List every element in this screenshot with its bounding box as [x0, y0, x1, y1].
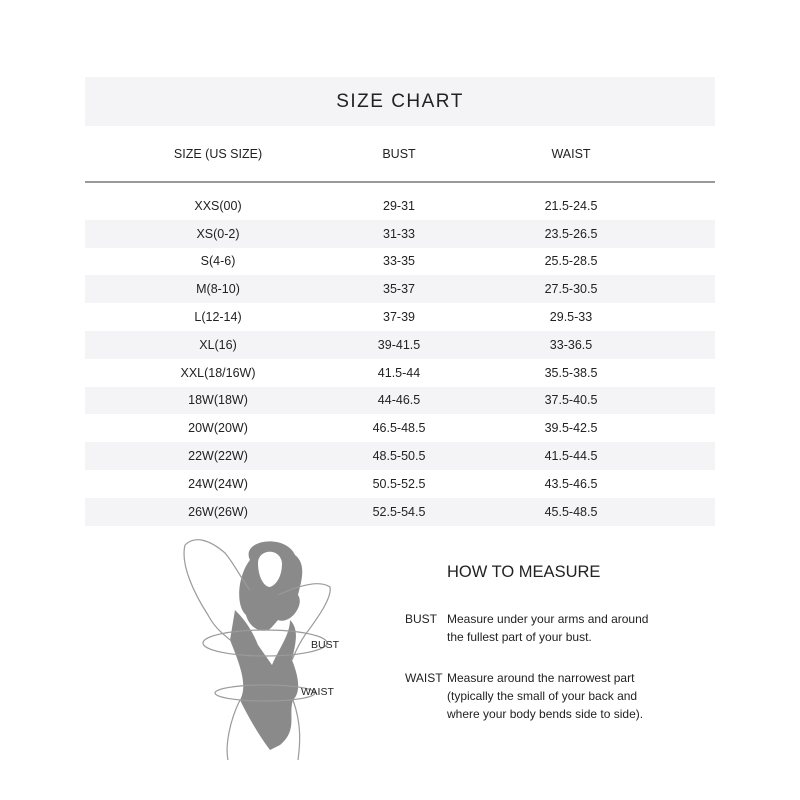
column-header-waist: WAIST	[551, 147, 591, 161]
bust-label: BUST	[311, 639, 340, 651]
size-table: XXS(00) 29-31 21.5-24.5 XS(0-2) 31-33 23.5-26…	[85, 192, 715, 526]
size-cell: 26W(26W)	[188, 504, 248, 519]
table-row: XL(16) 39-41.5 33-36.5	[85, 330, 715, 359]
bust-cell: 39-41.5	[377, 337, 421, 352]
size-chart-title-bar: SIZE CHART	[85, 77, 715, 126]
waist-cell: 39.5-42.5	[544, 421, 598, 436]
waist-cell: 23.5-26.5	[544, 226, 598, 241]
how-to-measure-heading: HOW TO MEASURE	[447, 563, 601, 581]
header-divider	[85, 181, 715, 183]
waist-cell: 45.5-48.5	[544, 504, 598, 519]
bust-cell: 31-33	[383, 226, 415, 241]
desc-line: Measure under your arms and around	[447, 612, 649, 626]
waist-cell: 29.5-33	[549, 310, 593, 325]
measure-desc-bust: Measure under your arms and around the f…	[447, 610, 677, 646]
size-cell: 20W(20W)	[188, 421, 248, 436]
bust-cell: 48.5-50.5	[372, 449, 426, 464]
measure-term-bust: BUST	[405, 612, 438, 626]
bust-cell: 35-37	[383, 282, 415, 297]
size-cell: M(8-10)	[196, 282, 240, 297]
size-cell: S(4-6)	[200, 254, 236, 269]
size-cell: 18W(18W)	[188, 393, 248, 408]
waist-cell: 43.5-46.5	[544, 476, 598, 491]
bust-cell: 33-35	[383, 254, 415, 269]
waist-cell: 25.5-28.5	[544, 254, 598, 269]
table-row: 24W(24W) 50.5-52.5 43.5-46.5	[85, 470, 715, 498]
desc-line: Measure around the narrowest part	[447, 671, 635, 685]
column-header-bust: BUST	[382, 147, 416, 161]
size-cell: 24W(24W)	[188, 476, 248, 491]
waist-label: WAIST	[301, 686, 334, 698]
bust-cell: 41.5-44	[377, 365, 421, 380]
size-cell: XS(0-2)	[196, 226, 240, 241]
table-row: M(8-10) 35-37 27.5-30.5	[85, 275, 715, 304]
table-row: 18W(18W) 44-46.5 37.5-40.5	[85, 386, 715, 415]
desc-line: where your body bends side to side).	[447, 707, 644, 721]
table-row: L(12-14) 37-39 29.5-33	[85, 303, 715, 331]
bust-cell: 50.5-52.5	[372, 476, 426, 491]
measure-term-waist: WAIST	[405, 671, 443, 685]
body-measure-illustration	[183, 539, 331, 761]
waist-cell: 33-36.5	[549, 337, 593, 352]
size-cell: XXS(00)	[194, 198, 242, 213]
desc-line: the fullest part of your bust.	[447, 630, 592, 644]
waist-cell: 27.5-30.5	[544, 282, 598, 297]
table-row: S(4-6) 33-35 25.5-28.5	[85, 248, 715, 276]
size-cell: L(12-14)	[194, 310, 242, 325]
bust-cell: 52.5-54.5	[372, 504, 426, 519]
size-cell: XL(16)	[199, 337, 237, 352]
waist-cell: 41.5-44.5	[544, 449, 598, 464]
measure-desc-waist: Measure around the narrowest part (typic…	[447, 669, 677, 723]
bust-cell: 46.5-48.5	[372, 421, 426, 436]
table-row: XXS(00) 29-31 21.5-24.5	[85, 192, 715, 220]
table-row: 22W(22W) 48.5-50.5 41.5-44.5	[85, 442, 715, 470]
waist-cell: 37.5-40.5	[544, 393, 598, 408]
bust-cell: 37-39	[383, 310, 415, 325]
page-title: SIZE CHART	[336, 90, 464, 112]
desc-line: (typically the small of your back and	[447, 689, 638, 703]
waist-cell: 21.5-24.5	[544, 198, 598, 213]
bust-cell: 44-46.5	[377, 393, 421, 408]
size-cell: 22W(22W)	[188, 449, 248, 464]
table-row: 26W(26W) 52.5-54.5 45.5-48.5	[85, 497, 715, 526]
bust-cell: 29-31	[383, 198, 415, 213]
column-header-size: SIZE (US SIZE)	[173, 147, 263, 161]
waist-cell: 35.5-38.5	[544, 365, 598, 380]
table-row: XXL(18/16W) 41.5-44 35.5-38.5	[85, 359, 715, 387]
table-row: 20W(20W) 46.5-48.5 39.5-42.5	[85, 414, 715, 442]
table-row: XS(0-2) 31-33 23.5-26.5	[85, 219, 715, 248]
size-cell: XXL(18/16W)	[180, 365, 256, 380]
